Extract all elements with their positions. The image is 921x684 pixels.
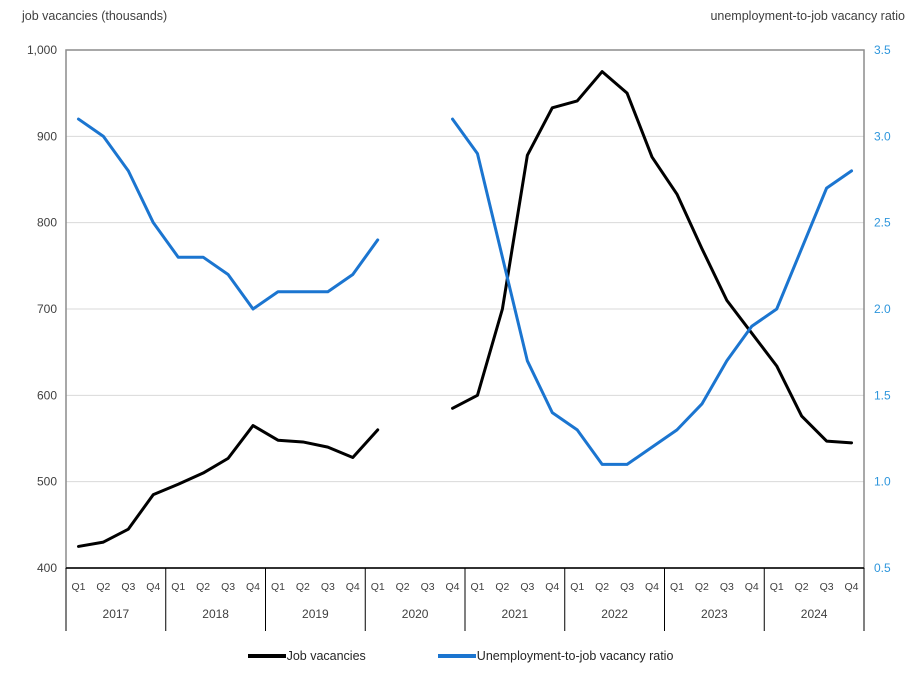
quarter-label: Q2 <box>595 581 609 593</box>
quarter-label: Q2 <box>695 581 709 593</box>
quarter-label: Q2 <box>96 581 110 593</box>
year-label: 2023 <box>701 607 728 621</box>
quarter-label: Q4 <box>146 581 160 593</box>
legend-item-ratio: Unemployment-to-job vacancy ratio <box>437 649 674 663</box>
left-axis-tick-label: 500 <box>37 475 57 489</box>
quarter-label: Q4 <box>845 581 859 593</box>
quarter-label: Q2 <box>196 581 210 593</box>
legend-label-job-vacancies: Job vacancies <box>286 649 366 663</box>
quarter-label: Q4 <box>446 581 460 593</box>
ratio-line-swatch <box>437 654 476 658</box>
year-label: 2021 <box>502 607 529 621</box>
quarter-label: Q1 <box>71 581 85 593</box>
quarter-label: Q2 <box>795 581 809 593</box>
right-axis-tick-label: 0.5 <box>874 561 891 575</box>
quarter-label: Q4 <box>246 581 260 593</box>
year-label: 2022 <box>601 607 628 621</box>
quarter-label: Q1 <box>371 581 385 593</box>
quarter-label: Q4 <box>745 581 759 593</box>
quarter-label: Q3 <box>221 581 235 593</box>
quarter-label: Q1 <box>171 581 185 593</box>
year-label: 2018 <box>202 607 229 621</box>
quarter-label: Q3 <box>321 581 335 593</box>
right-axis-tick-label: 3.5 <box>874 43 891 57</box>
left-axis-tick-label: 600 <box>37 388 57 402</box>
year-label: 2024 <box>801 607 828 621</box>
quarter-label: Q3 <box>421 581 435 593</box>
quarter-label: Q4 <box>545 581 559 593</box>
quarter-label: Q3 <box>620 581 634 593</box>
unemployment-to-job-vacancy-ratio-line <box>451 117 854 466</box>
right-axis-title: unemployment-to-job vacancy ratio <box>710 9 905 23</box>
quarter-label: Q2 <box>396 581 410 593</box>
quarter-label: Q2 <box>495 581 509 593</box>
right-axis-tick-label: 3.0 <box>874 129 891 143</box>
quarter-label: Q3 <box>520 581 534 593</box>
year-label: 2017 <box>103 607 130 621</box>
right-axis-tick-label: 1.0 <box>874 475 891 489</box>
quarter-label: Q1 <box>271 581 285 593</box>
legend: Job vacancies Unemployment-to-job vacanc… <box>0 649 921 663</box>
year-label: 2020 <box>402 607 429 621</box>
left-axis-tick-label: 700 <box>37 302 57 316</box>
quarter-label: Q1 <box>770 581 784 593</box>
legend-label-ratio: Unemployment-to-job vacancy ratio <box>476 649 674 663</box>
job-vacancies-line <box>76 424 380 548</box>
right-axis-tick-label: 1.5 <box>874 388 891 402</box>
job-vacancies-line <box>451 70 854 445</box>
right-axis-tick-label: 2.5 <box>874 216 891 230</box>
left-axis-tick-label: 400 <box>37 561 57 575</box>
quarter-label: Q3 <box>720 581 734 593</box>
quarter-label: Q1 <box>670 581 684 593</box>
legend-item-job-vacancies: Job vacancies <box>247 649 366 663</box>
job-vacancies-line-swatch <box>247 654 286 658</box>
quarter-label: Q4 <box>645 581 659 593</box>
left-axis-tick-label: 1,000 <box>27 43 57 57</box>
left-axis-tick-label: 800 <box>37 216 57 230</box>
quarter-label: Q3 <box>121 581 135 593</box>
quarter-label: Q2 <box>296 581 310 593</box>
quarter-label: Q1 <box>570 581 584 593</box>
left-axis-tick-label: 900 <box>37 129 57 143</box>
quarter-label: Q3 <box>820 581 834 593</box>
right-axis-tick-label: 2.0 <box>874 302 891 316</box>
unemployment-to-job-vacancy-ratio-line <box>76 117 380 311</box>
quarter-label: Q4 <box>346 581 360 593</box>
quarter-label: Q1 <box>470 581 484 593</box>
left-axis-title: job vacancies (thousands) <box>22 9 168 23</box>
year-label: 2019 <box>302 607 329 621</box>
